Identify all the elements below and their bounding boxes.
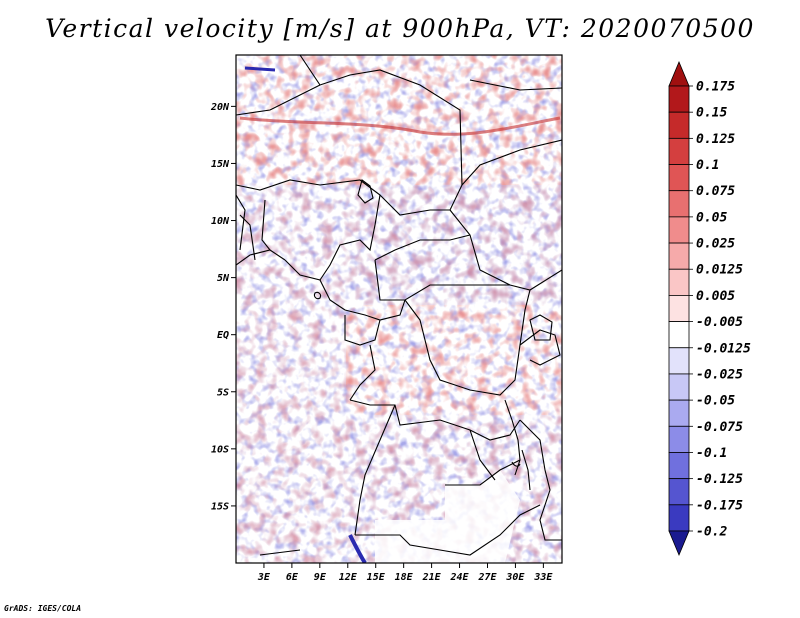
colorbar-swatch xyxy=(668,452,690,480)
lon-tick-label: 15E xyxy=(367,572,386,583)
colorbar-swatch xyxy=(668,190,690,218)
latitude-axis: 20N 15N 10N 5N EQ 5S 10S 15S xyxy=(210,102,236,512)
lon-tick-label: 30E xyxy=(505,572,525,583)
colorbar-label: 0.175 xyxy=(696,80,735,95)
lat-tick-label: 10S xyxy=(211,444,229,455)
colorbar-label: -0.05 xyxy=(696,394,735,409)
colorbar-swatch xyxy=(668,373,690,401)
colorbar-swatch xyxy=(668,321,690,349)
lon-tick-label: 12E xyxy=(339,572,358,583)
lakes xyxy=(313,179,553,491)
colorbar-label: -0.005 xyxy=(696,315,743,330)
colorbar-label: -0.125 xyxy=(696,472,743,487)
colorbar-label: 0.1 xyxy=(696,158,719,173)
lat-tick-label: 15S xyxy=(211,501,229,512)
lat-tick-label: 5S xyxy=(217,387,229,398)
colorbar-swatch xyxy=(668,242,690,270)
colorbar: 0.175 0.15 0.125 0.1 0.075 0.05 0.025 0.0125 0.0… xyxy=(668,60,751,557)
lon-tick-label: 21E xyxy=(422,572,442,583)
colorbar-swatch xyxy=(668,216,690,244)
lon-tick-label: 9E xyxy=(314,572,327,583)
colorbar-label: -0.1 xyxy=(696,446,727,461)
colorbar-label: 0.0125 xyxy=(696,263,743,278)
colorbar-label: -0.2 xyxy=(696,525,727,540)
colorbar-top-arrow xyxy=(668,60,690,87)
lat-tick-label: 10N xyxy=(211,216,230,227)
lon-tick-label: 18E xyxy=(395,572,414,583)
colorbar-label: 0.075 xyxy=(696,184,735,199)
velocity-field xyxy=(236,55,562,563)
colorbar-swatch xyxy=(668,504,690,532)
longitude-axis: 3E 6E 9E 12E 15E 18E 21E 24E 27E 30E 33E xyxy=(257,563,553,583)
colorbar-label: 0.15 xyxy=(696,106,727,121)
lat-tick-label: 20N xyxy=(210,102,230,113)
colorbar-swatch xyxy=(668,137,690,165)
boundaries xyxy=(236,55,562,556)
colorbar-swatch xyxy=(668,111,690,139)
footer-credit: GrADS: IGES/COLA xyxy=(4,604,82,613)
lon-tick-label: 27E xyxy=(477,572,497,583)
colorbar-bottom-arrow xyxy=(668,530,690,557)
map-title: Vertical velocity [m/s] at 900hPa, VT: 2… xyxy=(45,14,755,43)
plot-frame xyxy=(235,54,563,564)
lon-tick-label: 33E xyxy=(533,572,553,583)
colorbar-label: -0.025 xyxy=(696,367,743,382)
lon-tick-label: 6E xyxy=(286,572,299,583)
colorbar-swatch xyxy=(668,399,690,427)
colorbar-swatch xyxy=(668,268,690,296)
lat-tick-label: 5N xyxy=(217,273,230,284)
lon-tick-label: 24E xyxy=(450,572,470,583)
colorbar-label: 0.005 xyxy=(696,289,735,304)
colorbar-swatch xyxy=(668,295,690,322)
colorbar-label: -0.0125 xyxy=(696,341,751,356)
colorbar-label: 0.125 xyxy=(696,132,735,147)
colorbar-label: -0.175 xyxy=(696,498,743,513)
colorbar-label: -0.075 xyxy=(696,420,743,435)
lon-tick-label: 3E xyxy=(257,572,271,583)
lat-tick-label: EQ xyxy=(217,330,229,341)
colorbar-swatch xyxy=(668,347,690,375)
colorbar-label: 0.025 xyxy=(696,237,735,252)
lat-tick-label: 15N xyxy=(211,159,230,170)
colorbar-swatch xyxy=(668,164,690,192)
colorbar-swatch xyxy=(668,425,690,453)
colorbar-swatch xyxy=(668,478,690,506)
colorbar-swatch xyxy=(668,85,690,113)
colorbar-label: 0.05 xyxy=(696,210,727,225)
